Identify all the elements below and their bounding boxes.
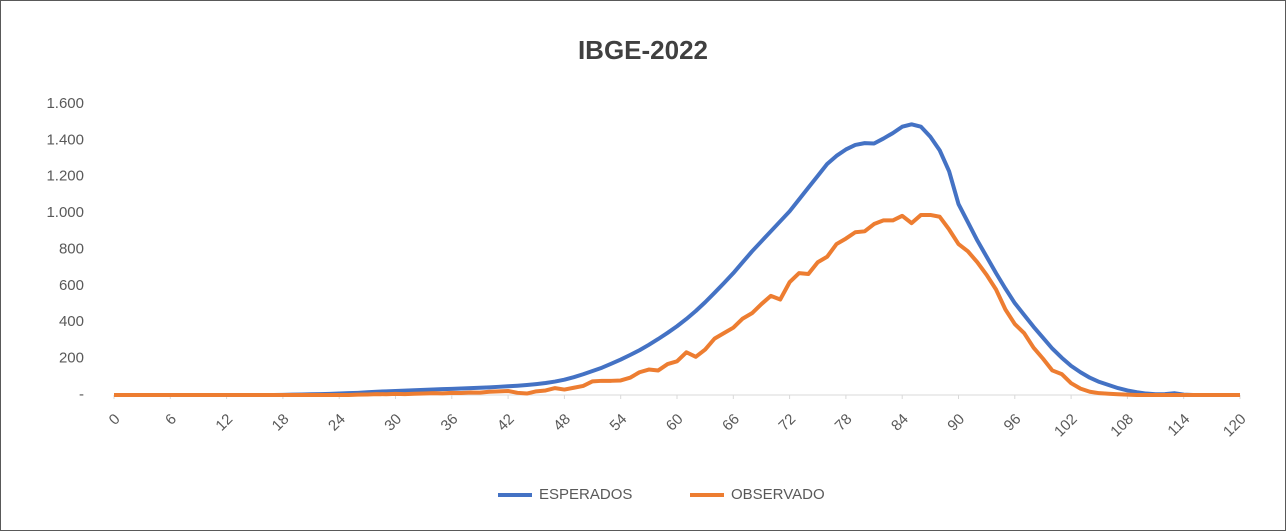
y-tick-label: 200 bbox=[59, 350, 84, 367]
y-tick-label: 600 bbox=[59, 277, 84, 294]
y-tick-label: 1.600 bbox=[46, 95, 84, 112]
y-tick-label: 1.000 bbox=[46, 204, 84, 221]
y-tick-label: 800 bbox=[59, 240, 84, 257]
data-line bbox=[114, 212, 1240, 397]
y-tick-label: 400 bbox=[59, 313, 84, 330]
chart-title: IBGE-2022 bbox=[578, 35, 708, 65]
y-tick-label: 1.200 bbox=[46, 168, 84, 185]
legend-label: OBSERVADO bbox=[731, 486, 825, 503]
y-tick-label: - bbox=[79, 386, 84, 403]
y-tick-label: 1.400 bbox=[46, 131, 84, 148]
legend-label: ESPERADOS bbox=[539, 486, 632, 503]
